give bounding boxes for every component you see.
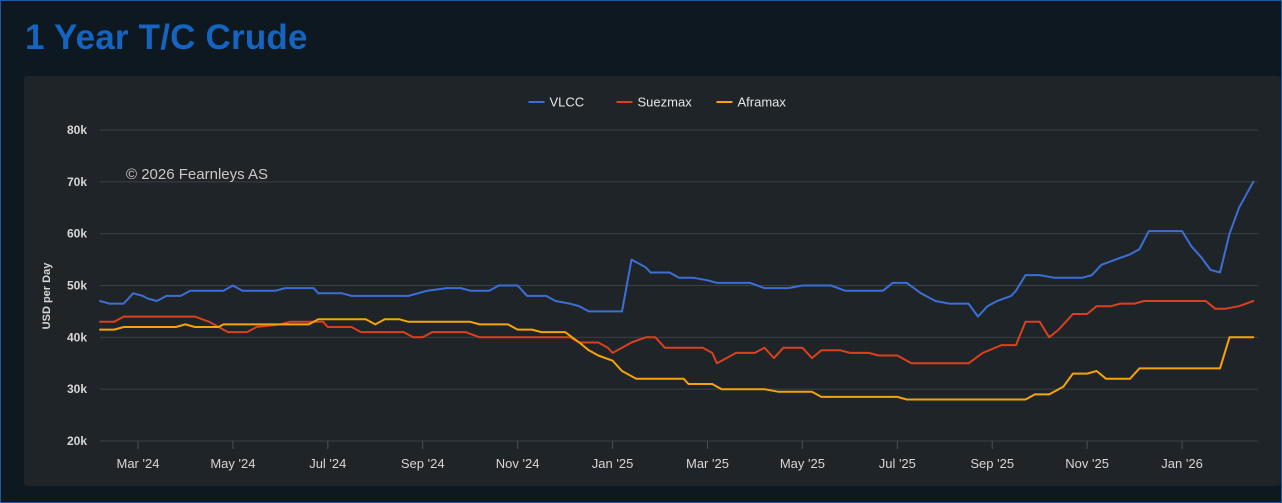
legend-item-aframax[interactable]: Aframax bbox=[716, 95, 787, 110]
series-line-aframax[interactable] bbox=[99, 318, 1255, 401]
series-line-vlcc[interactable] bbox=[99, 180, 1255, 318]
y-axis: 20k 30k 40k 50k 60k 70k 80k bbox=[67, 123, 87, 448]
x-tick-label: Jan '25 bbox=[592, 456, 634, 471]
y-tick-label: 30k bbox=[67, 382, 87, 396]
legend-item-vlcc[interactable]: VLCC bbox=[528, 95, 585, 110]
x-tick-label: May '25 bbox=[780, 456, 825, 471]
legend-label: Suezmax bbox=[638, 95, 693, 110]
chart-panel: VLCC Suezmax Aframax 20k 30k 40k 50k 60k 70k 80k… bbox=[24, 76, 1281, 486]
x-tick-label: Nov '25 bbox=[1065, 456, 1109, 471]
y-tick-label: 80k bbox=[67, 123, 87, 137]
y-axis-label: USD per Day bbox=[41, 262, 53, 330]
x-tick-label: Mar '25 bbox=[686, 456, 729, 471]
line-chart: VLCC Suezmax Aframax 20k 30k 40k 50k 60k 70k 80k… bbox=[41, 95, 1258, 471]
legend-item-suezmax[interactable]: Suezmax bbox=[616, 95, 693, 110]
x-tick-label: Sep '24 bbox=[401, 456, 445, 471]
chart-series bbox=[99, 180, 1255, 401]
series-line-suezmax[interactable] bbox=[99, 300, 1255, 365]
x-tick-label: Jul '24 bbox=[309, 456, 346, 471]
legend-label: VLCC bbox=[550, 95, 585, 110]
x-tick-label: Mar '24 bbox=[116, 456, 159, 471]
x-tick-label: Jan '26 bbox=[1161, 456, 1203, 471]
y-tick-label: 60k bbox=[67, 227, 87, 241]
y-tick-label: 20k bbox=[67, 434, 87, 448]
x-axis: Mar '24 May '24 Jul '24 Sep '24 Nov '24 Jan '… bbox=[116, 441, 1203, 471]
y-tick-label: 40k bbox=[67, 330, 87, 344]
y-tick-label: 70k bbox=[67, 175, 87, 189]
x-tick-label: Jul '25 bbox=[879, 456, 916, 471]
x-tick-label: Nov '24 bbox=[496, 456, 540, 471]
y-tick-label: 50k bbox=[67, 279, 87, 293]
chart-legend: VLCC Suezmax Aframax bbox=[528, 95, 787, 110]
page-title: 1 Year T/C Crude bbox=[25, 18, 308, 57]
x-tick-label: May '24 bbox=[210, 456, 255, 471]
x-tick-label: Sep '25 bbox=[970, 456, 1014, 471]
legend-label: Aframax bbox=[738, 95, 787, 110]
copyright-annotation: © 2026 Fearnleys AS bbox=[126, 166, 268, 183]
chart-grid bbox=[100, 129, 1258, 442]
